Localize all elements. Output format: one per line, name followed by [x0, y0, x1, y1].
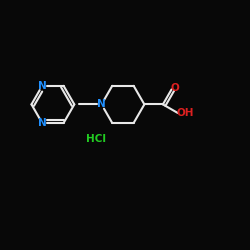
Text: N: N: [97, 100, 106, 110]
Text: HCl: HCl: [86, 134, 106, 144]
Text: N: N: [38, 118, 46, 128]
Text: N: N: [38, 81, 46, 91]
Text: O: O: [170, 83, 179, 93]
Text: OH: OH: [176, 108, 194, 118]
